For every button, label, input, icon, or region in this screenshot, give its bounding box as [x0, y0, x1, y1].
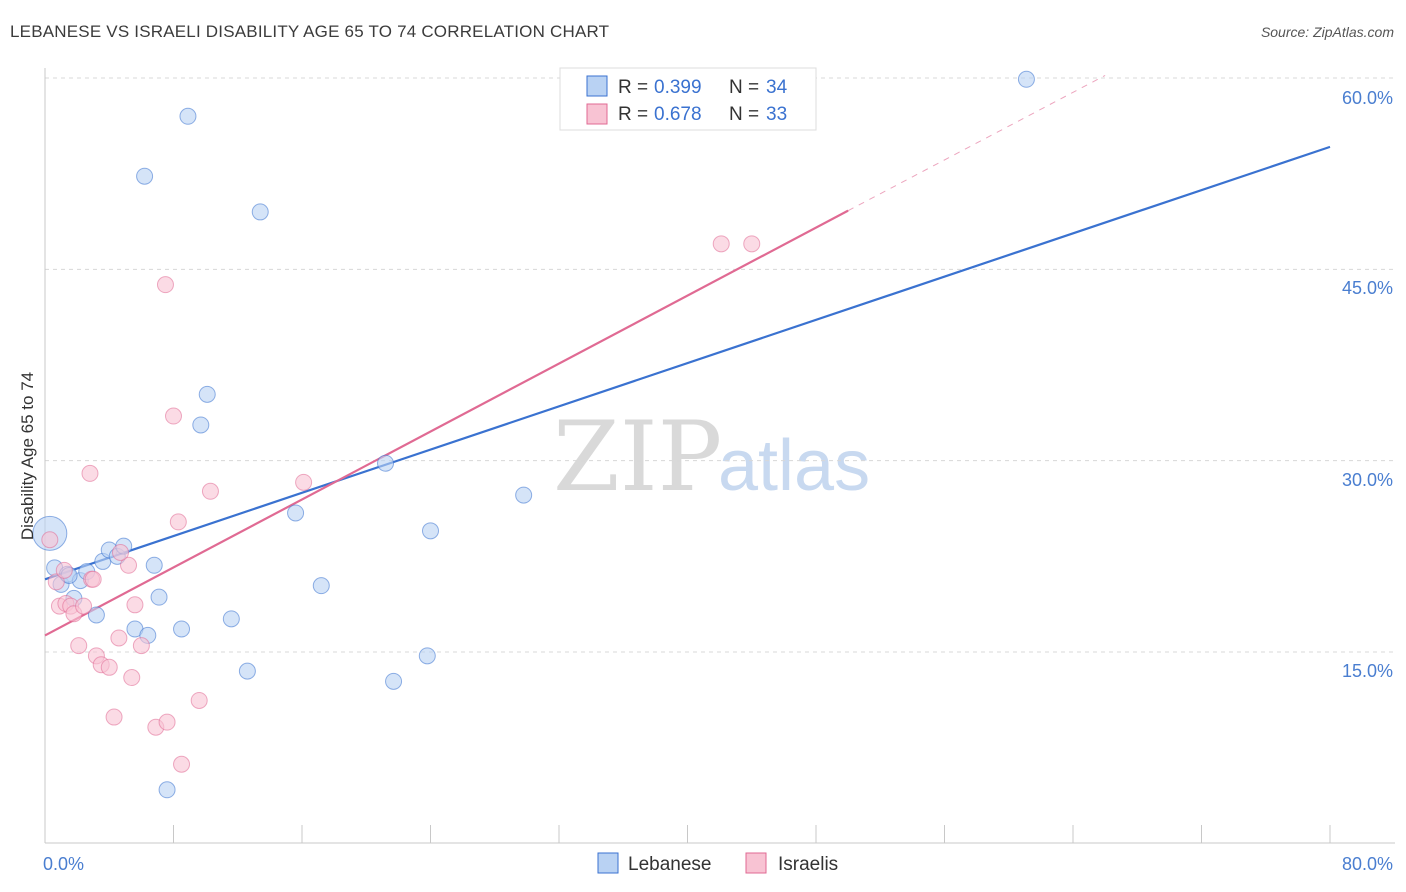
trend-line-israelis — [44, 209, 849, 637]
data-point-israelis — [743, 235, 761, 253]
x-tick-label-min: 0.0% — [43, 854, 84, 874]
data-point-israelis — [75, 597, 93, 615]
data-point-israelis — [41, 531, 59, 549]
data-point-lebanese — [515, 486, 533, 504]
x-tick-label-max: 80.0% — [1342, 854, 1393, 874]
source-label: Source: ZipAtlas.com — [1260, 24, 1394, 40]
data-point-israelis — [111, 544, 129, 562]
legend-swatch-israelis — [586, 103, 608, 125]
data-point-israelis — [173, 755, 191, 773]
bottom-legend-swatch-lebanese — [597, 852, 619, 874]
legend-r-label-lebanese: R = — [618, 77, 648, 98]
data-point-israelis — [81, 464, 99, 482]
data-point-israelis — [156, 276, 174, 294]
data-point-lebanese — [238, 662, 256, 680]
data-point-israelis — [110, 629, 128, 647]
grid-lines — [45, 77, 1395, 653]
data-point-lebanese — [136, 167, 154, 185]
y-tick-label-45: 45.0% — [1342, 278, 1393, 298]
data-point-lebanese — [150, 588, 168, 606]
data-point-israelis — [158, 713, 176, 731]
trend-lines — [44, 75, 1331, 637]
data-point-israelis — [190, 691, 208, 709]
data-point-lebanese — [418, 647, 436, 665]
legend-n-value-israelis: 33 — [766, 104, 787, 125]
data-point-israelis — [169, 513, 187, 531]
axes — [44, 68, 1395, 844]
legend-r-label-israelis: R = — [618, 104, 648, 125]
legend-n-value-lebanese: 34 — [766, 77, 788, 98]
data-point-israelis — [712, 235, 730, 253]
data-point-lebanese — [173, 620, 191, 638]
legend-swatch-lebanese — [586, 75, 608, 97]
data-point-lebanese — [422, 522, 439, 540]
data-point-israelis — [84, 570, 102, 588]
legend-r-value-israelis: 0.678 — [654, 104, 702, 125]
data-point-israelis — [132, 637, 150, 655]
bottom-legend-label-israelis: Israelis — [778, 854, 838, 875]
y-tick-label-15: 15.0% — [1342, 661, 1393, 681]
watermark-atlas: atlas — [718, 426, 870, 506]
bottom-legend-swatch-israelis — [745, 852, 767, 874]
trend-line-israelis-extension — [847, 75, 1106, 212]
data-point-israelis — [70, 637, 88, 655]
data-point-israelis — [165, 407, 182, 425]
data-point-lebanese — [251, 203, 269, 221]
data-point-lebanese — [377, 454, 395, 472]
data-point-israelis — [100, 658, 118, 676]
data-point-israelis — [105, 708, 123, 726]
data-points — [32, 70, 1035, 799]
legend: R = 0.399 N = 34 R = 0.678 N = 33 — [559, 67, 817, 131]
y-axis-label: Disability Age 65 to 74 — [18, 372, 37, 540]
data-point-israelis — [55, 561, 73, 579]
data-point-israelis — [295, 473, 313, 491]
data-point-israelis — [123, 669, 141, 687]
bottom-legend-label-lebanese: Lebanese — [628, 854, 711, 875]
data-point-israelis — [120, 556, 138, 574]
legend-n-label-israelis: N = — [729, 104, 759, 125]
data-point-israelis — [201, 482, 219, 500]
y-tick-label-60: 60.0% — [1342, 88, 1393, 108]
data-point-lebanese — [385, 672, 403, 690]
data-point-lebanese — [145, 556, 163, 574]
y-tick-label-30: 30.0% — [1342, 470, 1393, 490]
trend-line-lebanese — [44, 145, 1331, 581]
data-point-lebanese — [222, 610, 240, 628]
data-point-lebanese — [287, 504, 305, 522]
data-point-lebanese — [87, 606, 105, 624]
chart-title: LEBANESE VS ISRAELI DISABILITY AGE 65 TO… — [10, 22, 610, 41]
legend-r-value-lebanese: 0.399 — [654, 77, 702, 98]
data-point-lebanese — [179, 107, 197, 125]
data-point-lebanese — [198, 385, 216, 403]
data-point-israelis — [126, 596, 144, 614]
data-point-lebanese — [1017, 70, 1035, 88]
legend-n-label-lebanese: N = — [729, 77, 759, 98]
data-point-lebanese — [192, 416, 210, 434]
watermark-zip: ZIP — [553, 401, 722, 513]
bottom-legend: Lebanese Israelis — [597, 852, 838, 875]
data-point-lebanese — [312, 577, 330, 595]
data-point-lebanese — [158, 781, 176, 799]
